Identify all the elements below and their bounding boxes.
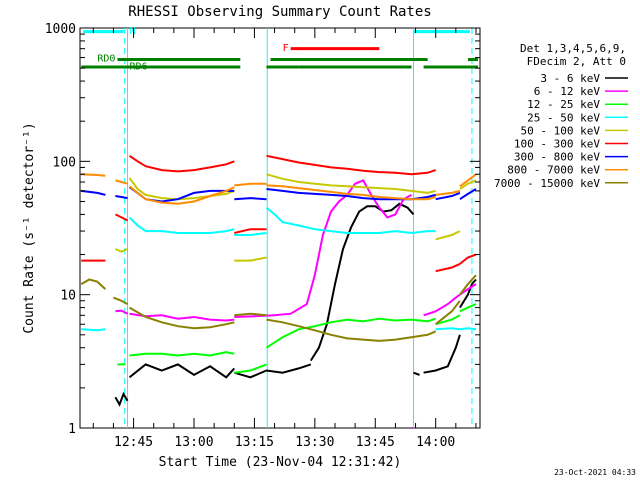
series-4-segment-5 <box>459 179 477 190</box>
y-tick-label-0: 1 <box>68 422 76 437</box>
legend-header-0: Det 1,3,4,5,6,9, <box>520 42 626 55</box>
series-5-segment-4 <box>266 154 437 176</box>
series-2 <box>117 303 477 374</box>
legend-label-4: 50 - 100 keV <box>521 124 601 137</box>
legend-label-8: 7000 - 15000 keV <box>494 177 600 190</box>
series-8-segment-2 <box>128 306 235 330</box>
series-3-segment-5 <box>459 327 477 331</box>
legend-label-1: 6 - 12 keV <box>534 85 601 98</box>
x-tick-label-5: 14:00 <box>416 435 455 450</box>
series-5-segment-3 <box>234 228 267 234</box>
series-3-segment-2 <box>234 232 267 236</box>
series-2-segment-2 <box>234 363 267 374</box>
series-1-segment-2 <box>234 179 412 318</box>
series-5-segment-5 <box>435 262 461 273</box>
series-7-segment-4 <box>266 184 436 201</box>
series-4 <box>114 173 477 262</box>
series-0-segment-0 <box>114 391 129 407</box>
series-4-segment-0 <box>114 248 128 253</box>
series-3-segment-4 <box>435 327 461 331</box>
series-0-segment-5 <box>423 334 461 374</box>
legend-header-1: FDecim 2, Att 0 <box>527 55 626 68</box>
series-4-segment-3 <box>266 173 436 194</box>
flag-label-0: N <box>130 26 136 37</box>
series-7-segment-5 <box>435 189 461 196</box>
series-1-segment-1 <box>129 312 235 322</box>
series-0 <box>114 202 477 407</box>
plot-area <box>79 27 481 429</box>
series-3-segment-0 <box>81 328 106 332</box>
series-0-segment-2 <box>234 363 312 379</box>
footer-timestamp: 23-Oct-2021 04:33 <box>554 468 636 477</box>
series-5 <box>81 154 477 273</box>
series-5-segment-1 <box>114 213 128 222</box>
series-2-segment-1 <box>129 351 235 357</box>
series-5-segment-6 <box>459 253 477 265</box>
series-8-segment-6 <box>459 274 477 296</box>
series-8-segment-4 <box>266 318 437 342</box>
series-1-segment-0 <box>115 309 128 315</box>
axes: 1 10 100 1000 12:45 13:00 13:15 13:30 13:45 14:00 <box>45 22 480 450</box>
y-tick-label-1: 10 <box>60 289 76 304</box>
series-0-segment-3 <box>309 202 415 362</box>
series-7-segment-3 <box>234 182 267 187</box>
legend-label-0: 3 - 6 keV <box>540 72 600 85</box>
series-0-segment-4 <box>413 371 420 376</box>
series-7-segment-0 <box>81 173 106 177</box>
y-axis-label: Count Rate (s⁻¹ detector⁻¹) <box>22 122 37 333</box>
x-tick-label-0: 12:45 <box>114 435 153 450</box>
series-2-segment-4 <box>435 314 461 326</box>
series-8 <box>80 274 477 342</box>
series-5-segment-2 <box>128 154 235 173</box>
series-0-segment-1 <box>128 363 236 379</box>
legend-label-3: 25 - 50 keV <box>527 111 600 124</box>
series-6-segment-0 <box>81 189 106 196</box>
series-3-segment-3 <box>265 206 436 235</box>
series-8-segment-0 <box>80 278 107 290</box>
series-8-segment-3 <box>234 312 267 317</box>
flag-label-3: RD6 <box>130 61 148 72</box>
series-6-segment-3 <box>234 197 267 201</box>
series-1-segment-4 <box>423 293 461 317</box>
legend: Det 1,3,4,5,6,9,FDecim 2, Att 0 3 - 6 keV… <box>494 42 628 190</box>
legend-label-5: 100 - 300 keV <box>514 138 600 151</box>
series-3-segment-1 <box>128 216 235 234</box>
series-2-segment-5 <box>459 303 477 313</box>
series-4-segment-2 <box>234 256 267 262</box>
series-6-segment-1 <box>115 195 128 200</box>
y-tick-label-3: 1000 <box>45 22 76 37</box>
legend-label-2: 12 - 25 keV <box>527 98 600 111</box>
x-tick-label-1: 13:00 <box>174 435 213 450</box>
series-lines <box>80 154 477 429</box>
flag-bars: N F RD0 RD6 <box>81 26 478 72</box>
x-tick-label-4: 13:45 <box>356 435 395 450</box>
marker-lines <box>124 28 473 428</box>
legend-label-6: 300 - 800 keV <box>514 151 600 164</box>
series-7-segment-2 <box>128 185 235 205</box>
series-6-segment-5 <box>435 191 461 201</box>
series-2-segment-3 <box>265 317 437 349</box>
series-6-segment-6 <box>459 188 477 201</box>
plot-frame <box>79 27 481 429</box>
series-7-segment-6 <box>459 173 477 188</box>
flag-label-2: RD0 <box>97 54 115 65</box>
y-tick-label-2: 100 <box>53 155 76 170</box>
series-1-segment-5 <box>459 283 477 296</box>
series-0-segment-6 <box>459 278 477 309</box>
series-7-segment-1 <box>115 179 128 185</box>
series-3 <box>81 206 477 332</box>
series-8-segment-1 <box>113 296 128 305</box>
series-1 <box>115 179 477 429</box>
chart-title: RHESSI Observing Summary Count Rates <box>128 4 431 20</box>
flag-label-1: F <box>283 43 289 54</box>
series-4-segment-4 <box>435 230 461 241</box>
series-7 <box>81 173 477 205</box>
series-8-segment-5 <box>435 300 461 325</box>
x-axis-label: Start Time (23-Nov-04 12:31:42) <box>159 455 402 470</box>
x-tick-label-2: 13:15 <box>235 435 274 450</box>
x-tick-label-3: 13:30 <box>295 435 334 450</box>
legend-label-7: 800 - 7000 keV <box>507 164 600 177</box>
series-4-segment-1 <box>128 177 235 201</box>
